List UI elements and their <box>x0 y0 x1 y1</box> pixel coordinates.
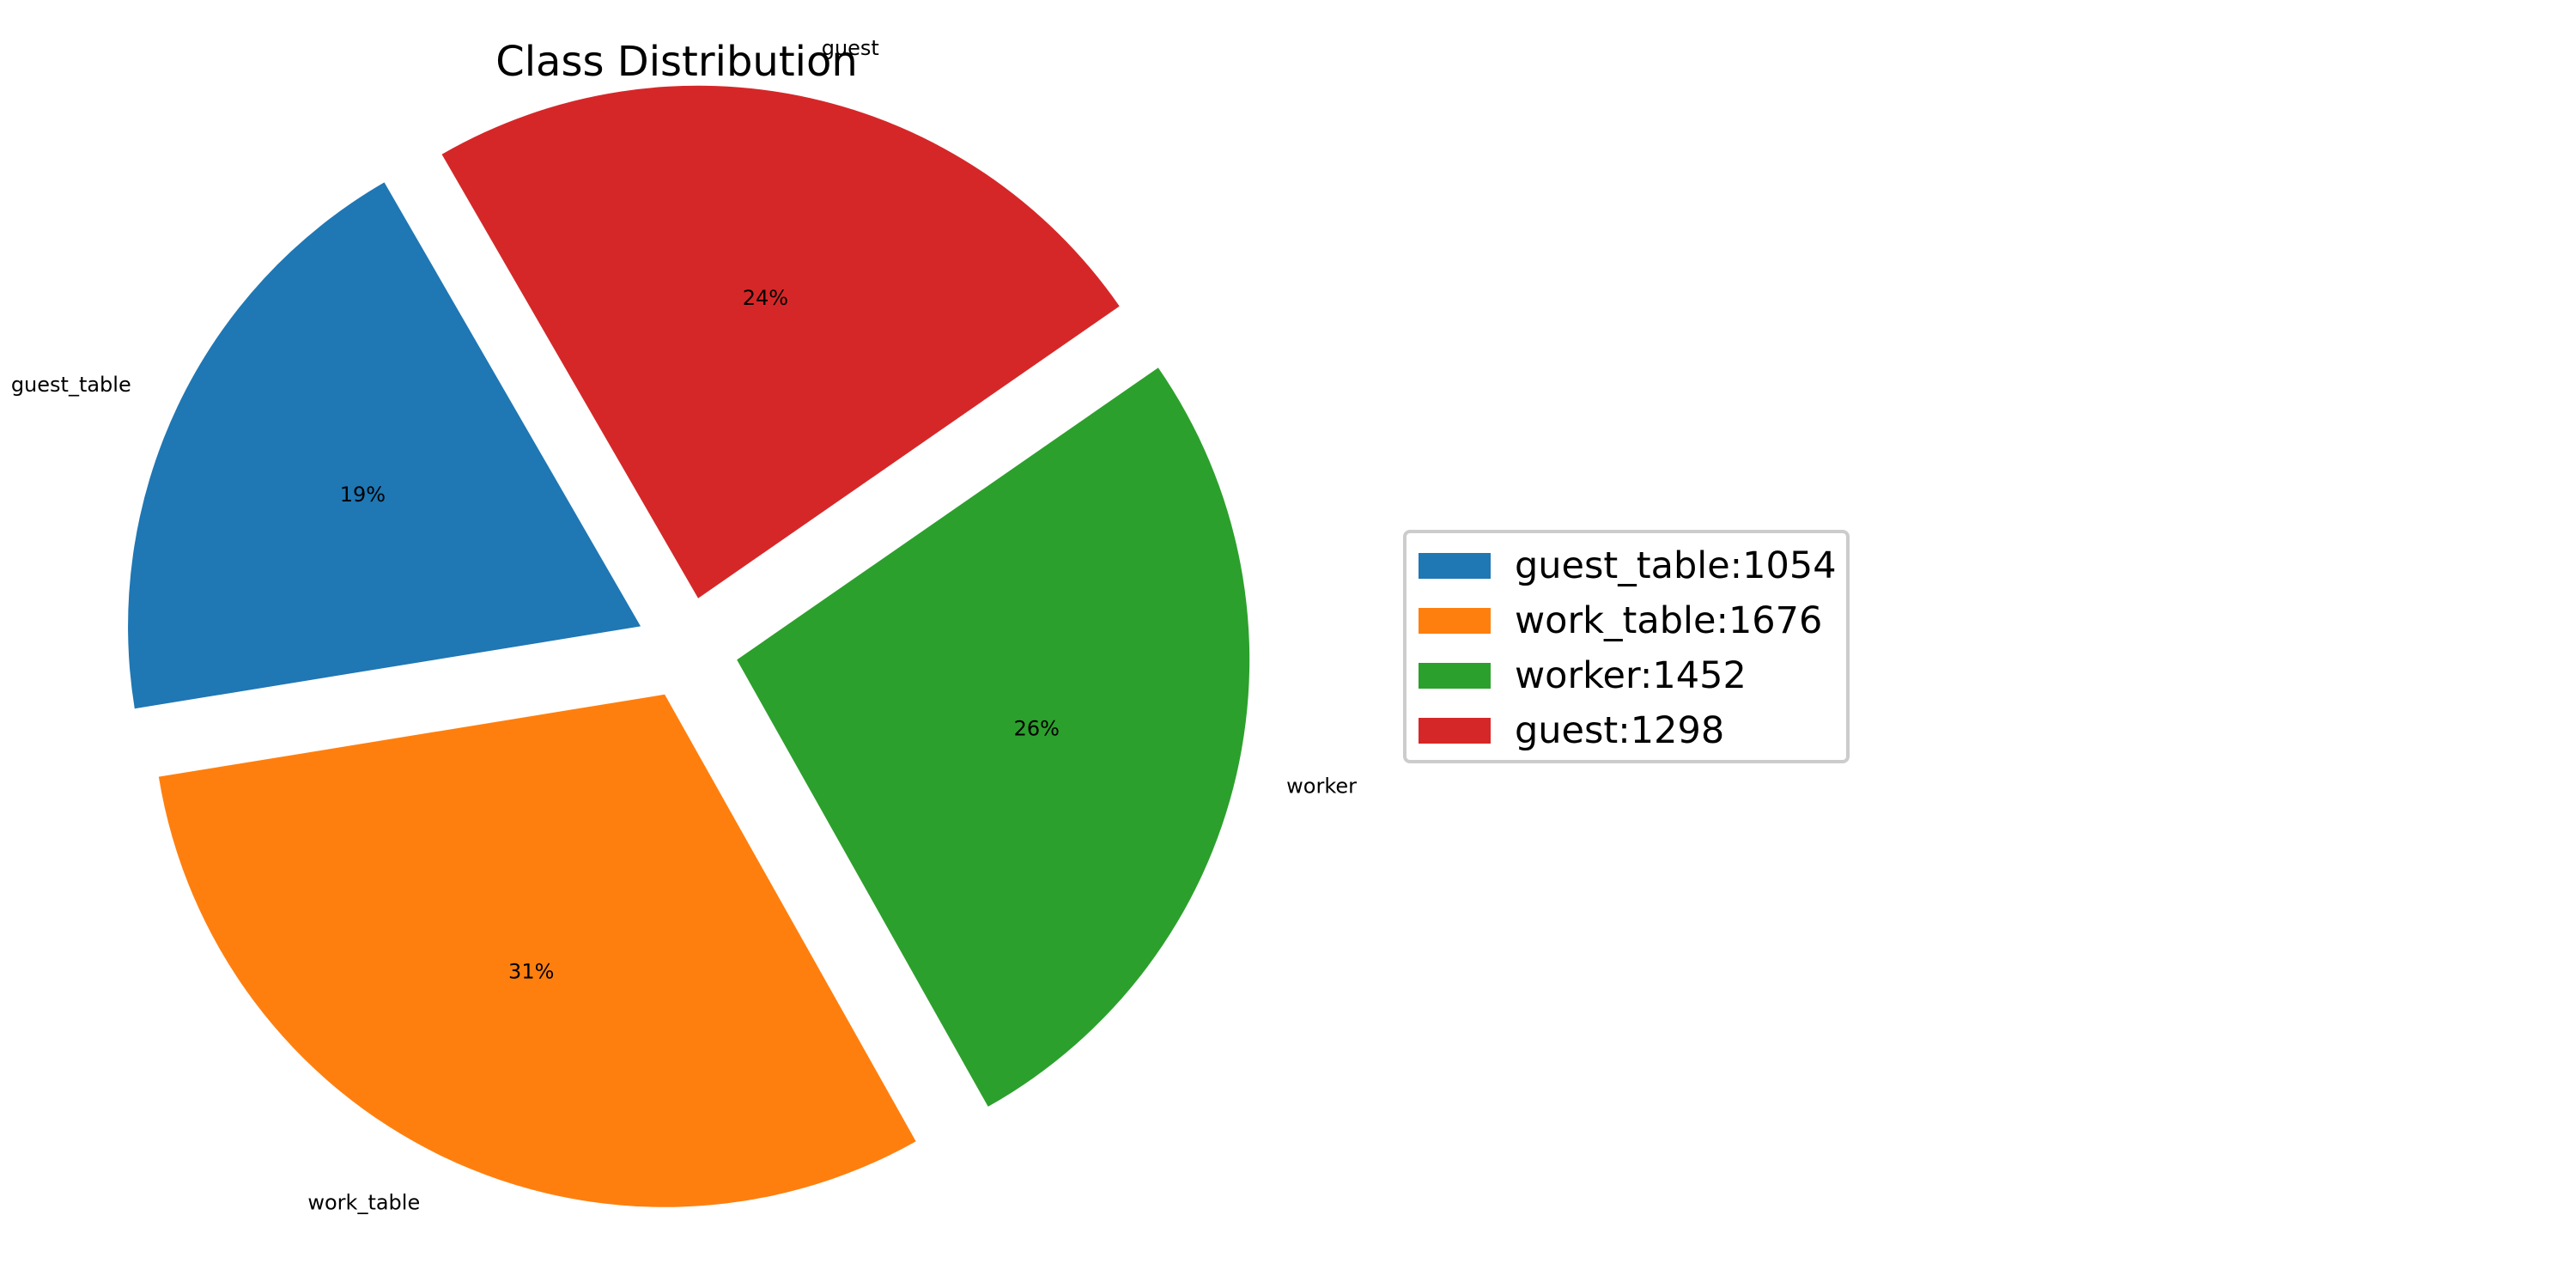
legend-label-guest: guest:1298 <box>1515 709 1724 752</box>
pie-slice-worker <box>737 368 1250 1107</box>
legend: guest_table:1054 work_table:1676 worker:14… <box>1403 530 1850 763</box>
slice-label-work-table: work_table <box>307 1190 420 1214</box>
pie-slices <box>128 85 1250 1207</box>
percent-labels: 19% 31% 26% 24% <box>340 286 1060 983</box>
legend-frame <box>1403 530 1850 763</box>
legend-swatch-guest-table <box>1419 553 1491 579</box>
pie-slice-work-table <box>158 694 916 1207</box>
slice-label-worker: worker <box>1286 775 1357 799</box>
legend-swatch-worker <box>1419 663 1491 689</box>
percent-label-worker: 26% <box>1014 717 1060 741</box>
legend-label-work-table: work_table:1676 <box>1515 599 1822 642</box>
pie-slice-guest-table <box>128 182 641 709</box>
percent-label-guest: 24% <box>743 286 788 310</box>
legend-swatch-work-table <box>1419 608 1491 634</box>
chart-title: Class Distribution <box>495 38 858 86</box>
legend-label-worker: worker:1452 <box>1515 654 1747 697</box>
legend-swatch-guest <box>1419 718 1491 744</box>
slice-label-guest-table: guest_table <box>11 373 131 397</box>
legend-label-guest-table: guest_table:1054 <box>1515 544 1837 587</box>
legend-items: guest_table:1054 work_table:1676 worker:14… <box>1419 544 1837 752</box>
slice-label-guest: guest <box>822 36 879 60</box>
slice-labels: guest_table work_table worker guest <box>11 36 1357 1215</box>
percent-label-work-table: 31% <box>508 960 554 984</box>
percent-label-guest-table: 19% <box>340 483 386 507</box>
pie-slice-guest <box>441 85 1120 598</box>
